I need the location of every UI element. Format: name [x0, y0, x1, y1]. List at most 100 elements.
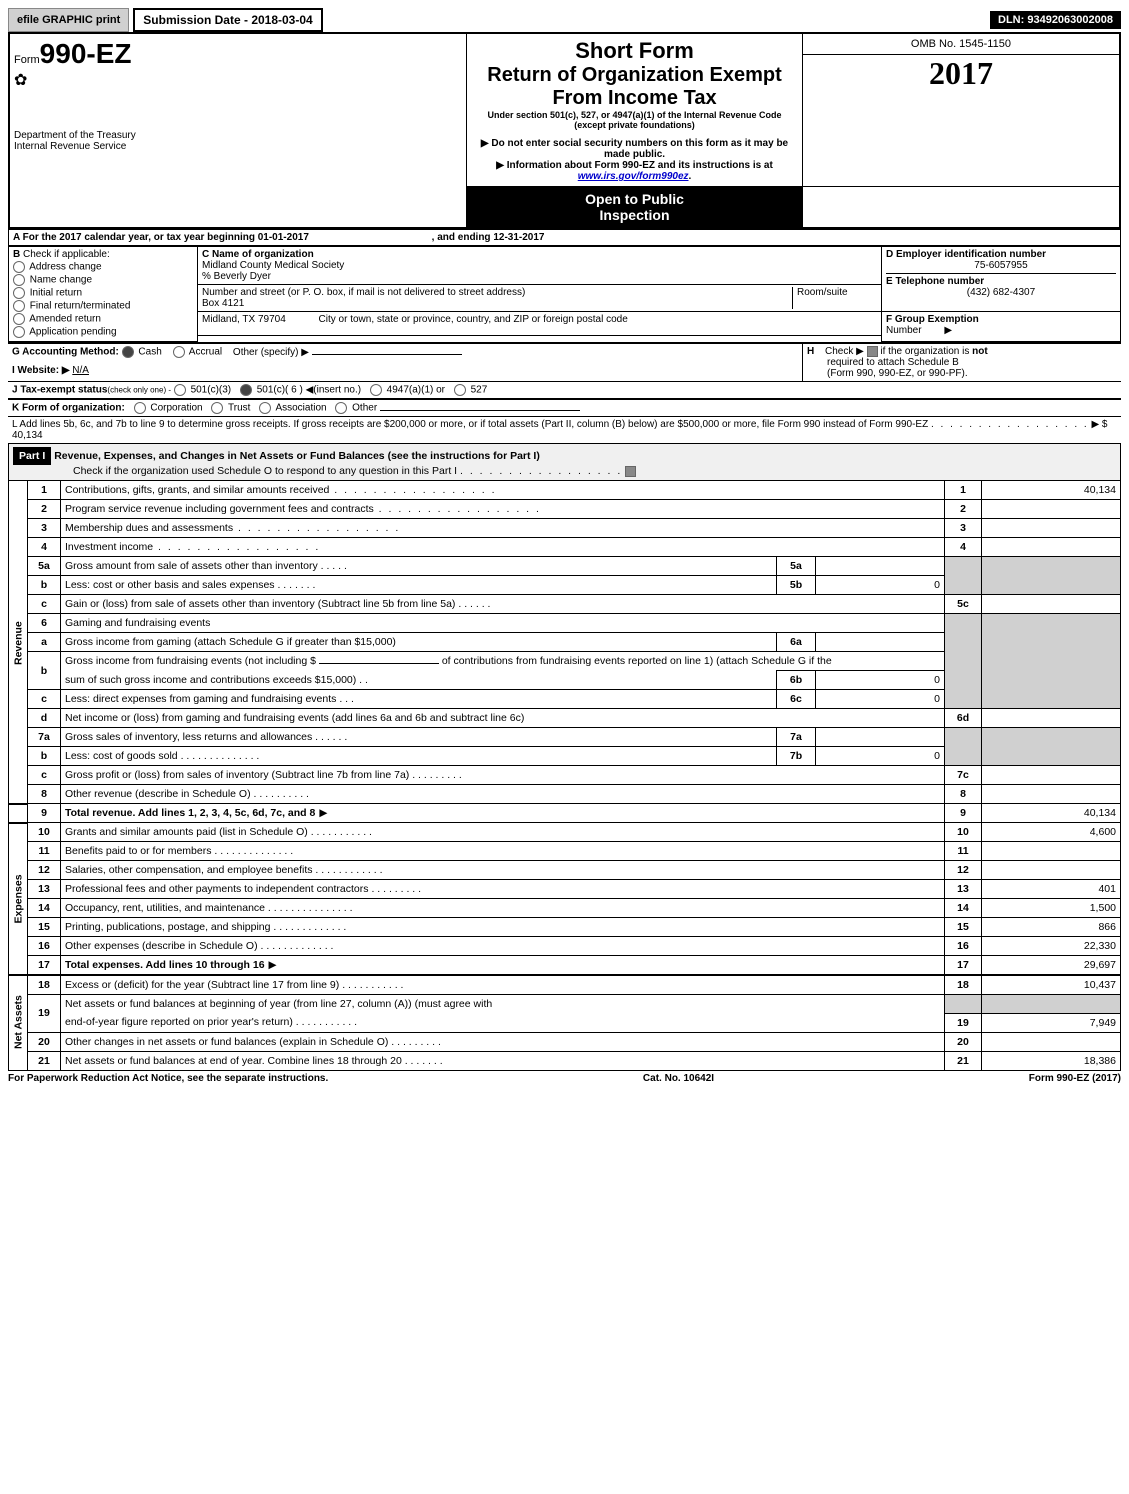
- l6b-desc2: of contributions from fundraising events…: [442, 655, 832, 667]
- section-a-ending: , and ending 12-31-2017: [432, 232, 545, 243]
- radio-other-org[interactable]: [335, 402, 347, 414]
- l6c-desc: Less: direct expenses from gaming and fu…: [65, 693, 336, 705]
- l15-desc: Printing, publications, postage, and shi…: [65, 921, 270, 933]
- check-if-applicable: Check if applicable:: [23, 249, 110, 260]
- l7ab-shaded-val: [982, 728, 1121, 766]
- l18-desc: Excess or (deficit) for the year (Subtra…: [65, 979, 339, 991]
- l9-rnum: 9: [945, 804, 982, 823]
- radio-trust[interactable]: [211, 402, 223, 414]
- form-header-table: Form990-EZ ✿ Department of the Treasury …: [8, 32, 1121, 229]
- section-c-city-cell: Midland, TX 79704 City or town, state or…: [198, 312, 882, 336]
- room-label: Room/suite: [797, 287, 848, 298]
- section-c-street-cell: Number and street (or P. O. box, if mail…: [198, 285, 882, 312]
- checkbox-final-return[interactable]: Final return/terminated: [13, 300, 193, 312]
- l11-num: 11: [28, 842, 61, 861]
- radio-corporation[interactable]: [134, 402, 146, 414]
- checkbox-amended-return[interactable]: Amended return: [13, 313, 193, 325]
- radio-4947[interactable]: [370, 384, 382, 396]
- f-label: F Group Exemption: [886, 314, 979, 325]
- section-k-row: K Form of organization: Corporation Trus…: [8, 398, 1121, 416]
- l6a-mnum: 6a: [777, 633, 816, 652]
- l7b-num: b: [28, 747, 61, 766]
- line-2: 2 Program service revenue including gove…: [9, 500, 1121, 519]
- l-text: L Add lines 5b, 6c, and 7b to line 9 to …: [12, 419, 928, 430]
- l5c-num: c: [28, 595, 61, 614]
- efile-print-button[interactable]: efile GRAPHIC print: [8, 8, 129, 32]
- l6d-desc: Net income or (loss) from gaming and fun…: [61, 709, 945, 728]
- checkbox-initial-return[interactable]: Initial return: [13, 287, 193, 299]
- l5b-mval: 0: [816, 576, 945, 595]
- l6-shaded: [945, 614, 982, 709]
- radio-cash[interactable]: [122, 346, 134, 358]
- c-label: C Name of organization: [202, 249, 314, 260]
- line-6: 6 Gaming and fundraising events: [9, 614, 1121, 633]
- l6b-desc3: sum of such gross income and contributio…: [65, 674, 356, 686]
- expenses-label: Expenses: [9, 823, 28, 976]
- l19-desc2: end-of-year figure reported on prior yea…: [65, 1016, 293, 1028]
- l10-rval: 4,600: [982, 823, 1121, 842]
- form-prefix: Form: [14, 54, 40, 66]
- radio-501c3[interactable]: [174, 384, 186, 396]
- l5b-desc: Less: cost or other basis and sales expe…: [65, 579, 275, 591]
- section-f-cell: F Group Exemption Number ▶: [882, 312, 1121, 342]
- l5a-num: 5a: [28, 557, 61, 576]
- dept-treasury: Department of the Treasury: [14, 130, 462, 141]
- open-public-line1: Open to Public: [471, 191, 798, 207]
- l12-rnum: 12: [945, 861, 982, 880]
- checkbox-application-pending[interactable]: Application pending: [13, 326, 193, 338]
- short-form-title: Short Form: [471, 38, 798, 64]
- l6c-mnum: 6c: [777, 690, 816, 709]
- footer-right: Form 990-EZ (2017): [1029, 1073, 1121, 1084]
- l1-rnum: 1: [945, 481, 982, 500]
- main-title: Return of Organization Exempt From Incom…: [471, 64, 798, 110]
- section-i-cell: I Website: ▶ N/A: [8, 363, 803, 381]
- l17-desc: Total expenses. Add lines 10 through 16: [65, 959, 265, 971]
- instr2-suffix: .: [689, 171, 692, 182]
- l17-num: 17: [28, 956, 61, 976]
- website: N/A: [72, 365, 89, 376]
- open-public-line2: Inspection: [471, 207, 798, 223]
- k-label: K Form of organization:: [12, 403, 125, 414]
- radio-association[interactable]: [259, 402, 271, 414]
- l6a-desc: Gross income from gaming (attach Schedul…: [61, 633, 777, 652]
- e-label: E Telephone number: [886, 276, 984, 287]
- net-assets-label: Net Assets: [9, 975, 28, 1070]
- h-checkbox[interactable]: [867, 346, 878, 357]
- instruction-1: ▶ Do not enter social security numbers o…: [471, 138, 798, 160]
- line-9: 9 Total revenue. Add lines 1, 2, 3, 4, 5…: [9, 804, 1121, 823]
- revenue-label: Revenue: [9, 481, 28, 804]
- l11-desc: Benefits paid to or for members: [65, 845, 211, 857]
- subtitle: Under section 501(c), 527, or 4947(a)(1)…: [471, 110, 798, 130]
- l3-num: 3: [28, 519, 61, 538]
- tax-year: 2017: [803, 55, 1119, 92]
- section-c-name-cell: C Name of organization Midland County Me…: [198, 247, 882, 285]
- instruction-2: ▶ Information about Form 990-EZ and its …: [471, 160, 798, 182]
- l3-desc: Membership dues and assessments: [65, 522, 233, 534]
- radio-accrual[interactable]: [173, 346, 185, 358]
- l17-rval: 29,697: [982, 956, 1121, 976]
- l6c-mval: 0: [816, 690, 945, 709]
- l5a-desc: Gross amount from sale of assets other t…: [65, 560, 318, 572]
- l5ab-shaded: [945, 557, 982, 595]
- l6-num: 6: [28, 614, 61, 633]
- radio-501c[interactable]: [240, 384, 252, 396]
- l16-rval: 22,330: [982, 937, 1121, 956]
- radio-527[interactable]: [454, 384, 466, 396]
- irs-link[interactable]: www.irs.gov/form990ez: [578, 171, 689, 182]
- d-label: D Employer identification number: [886, 249, 1046, 260]
- section-d-e-cell: D Employer identification number 75-6057…: [882, 247, 1121, 312]
- h-text1: if the organization is: [880, 346, 969, 357]
- checkbox-name-change[interactable]: Name change: [13, 274, 193, 286]
- l16-desc: Other expenses (describe in Schedule O): [65, 940, 258, 952]
- l11-rnum: 11: [945, 842, 982, 861]
- l6b-mnum: 6b: [777, 671, 816, 690]
- part1-title: Revenue, Expenses, and Changes in Net As…: [54, 450, 540, 462]
- l5ab-shaded-val: [982, 557, 1121, 595]
- section-b-cell: B Check if applicable: Address change Na…: [9, 247, 198, 342]
- l14-desc: Occupancy, rent, utilities, and maintena…: [65, 902, 265, 914]
- omb-number: OMB No. 1545-1150: [803, 34, 1119, 55]
- line-15: 15 Printing, publications, postage, and …: [9, 918, 1121, 937]
- l7a-mnum: 7a: [777, 728, 816, 747]
- checkbox-address-change[interactable]: Address change: [13, 261, 193, 273]
- part1-checkbox[interactable]: [625, 466, 636, 477]
